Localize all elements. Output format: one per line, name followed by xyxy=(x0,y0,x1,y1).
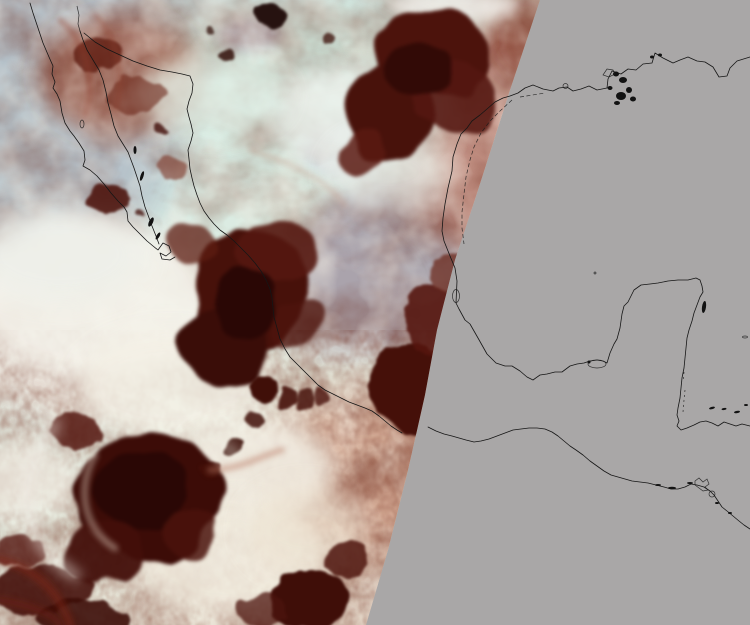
coastline-gulf-coast xyxy=(441,52,750,431)
coastline-baja-east xyxy=(79,30,160,245)
bay-islands xyxy=(709,404,748,414)
galveston-bay xyxy=(562,68,616,89)
coastline-overlay xyxy=(29,2,750,530)
cedros-island xyxy=(79,119,85,129)
coastline-baja-west xyxy=(29,2,176,261)
coastline-sonora-sinaloa xyxy=(83,32,403,434)
tropical-cyclone xyxy=(69,438,222,578)
storm-cloud-top-blob xyxy=(334,7,495,170)
coastline-texas-barrier-islands xyxy=(461,92,546,245)
belize-cayes xyxy=(682,371,686,413)
grand-cayman xyxy=(742,335,748,339)
deep-convection-clouds xyxy=(0,5,495,625)
laguna-terminos xyxy=(587,359,607,369)
gulf-islands xyxy=(133,146,161,240)
alacranes-reef xyxy=(593,271,597,275)
tehuantepec-lagoons xyxy=(655,477,732,514)
laguna-tamiahua xyxy=(452,289,460,303)
cloud-streaks xyxy=(0,13,348,625)
coastline-pacific-south xyxy=(427,426,750,530)
storm-cells-south xyxy=(0,250,468,625)
cozumel-island xyxy=(701,301,707,313)
storm-cloud-central-mass xyxy=(164,218,328,387)
colorado-river xyxy=(76,5,81,32)
